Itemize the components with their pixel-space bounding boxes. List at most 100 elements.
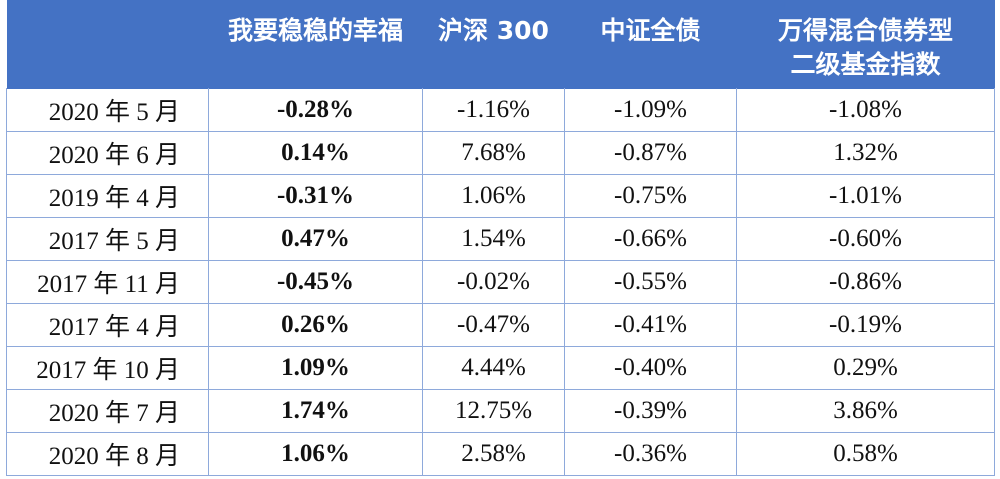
cell-hs300: 1.54% <box>422 217 565 261</box>
table-row: 2017 年 4 月 0.26% -0.47% -0.41% -0.19% <box>6 303 995 347</box>
cell-wind-index-text: -0.19% <box>829 311 902 338</box>
header-cell-wwdxf: 我要稳稳的幸福 <box>208 0 423 89</box>
cell-hs300: -0.47% <box>422 303 565 347</box>
cell-wwdxf: -0.31% <box>208 174 423 218</box>
cell-wind-index: 0.29% <box>736 346 995 390</box>
header-cell-wind-index-line1: 万得混合债券型 <box>777 16 953 45</box>
cell-wind-index-text: -0.60% <box>829 225 902 252</box>
cell-zzqz: -0.75% <box>564 174 737 218</box>
cell-wwdxf-text: 1.06% <box>281 440 350 467</box>
header-cell-hs300: 沪深 300 <box>422 0 565 89</box>
header-row: 我要稳稳的幸福 沪深 300 中证全债 万得混合债券型 二级基金指数 <box>6 0 995 89</box>
cell-zzqz-text: -0.75% <box>614 182 687 209</box>
cell-hs300-text: 12.75% <box>454 397 533 424</box>
cell-hs300: 1.06% <box>422 174 565 218</box>
cell-zzqz-text: -0.36% <box>614 440 687 467</box>
cell-zzqz: -0.36% <box>564 432 737 476</box>
table-row: 2020 年 8 月 1.06% 2.58% -0.36% 0.58% <box>6 432 995 476</box>
cell-zzqz-text: -0.55% <box>614 268 687 295</box>
cell-wwdxf: 0.47% <box>208 217 423 261</box>
cell-zzqz-text: -0.66% <box>614 225 687 252</box>
cell-wind-index: -1.01% <box>736 174 995 218</box>
cell-zzqz: -0.87% <box>564 131 737 175</box>
cell-zzqz: -0.41% <box>564 303 737 347</box>
header-cell-period <box>6 0 209 89</box>
cell-wind-index: -0.19% <box>736 303 995 347</box>
cell-wind-index: 3.86% <box>736 389 995 433</box>
cell-wwdxf-text: 0.47% <box>281 225 350 252</box>
cell-hs300: 2.58% <box>422 432 565 476</box>
header-cell-wind-index-line2: 二级基金指数 <box>790 50 941 79</box>
cell-wind-index: 1.32% <box>736 131 995 175</box>
cell-wind-index-text: 3.86% <box>833 397 898 424</box>
cell-period-text: 2017 年 11 月 <box>37 271 180 298</box>
table-body: 2020 年 5 月 -0.28% -1.16% -1.09% -1.08% 2020 年… <box>6 88 995 476</box>
cell-wind-index: -1.08% <box>736 88 995 132</box>
cell-hs300: 4.44% <box>422 346 565 390</box>
cell-period: 2020 年 7 月 <box>6 389 209 433</box>
table-row: 2019 年 4 月 -0.31% 1.06% -0.75% -1.01% <box>6 174 995 218</box>
cell-wwdxf: -0.45% <box>208 260 423 304</box>
cell-period-text: 2017 年 4 月 <box>48 314 180 341</box>
cell-period: 2020 年 5 月 <box>6 88 209 132</box>
cell-zzqz-text: -0.41% <box>614 311 687 338</box>
cell-wind-index-text: -1.01% <box>829 182 902 209</box>
cell-wind-index-text: -0.86% <box>829 268 902 295</box>
cell-zzqz: -0.55% <box>564 260 737 304</box>
cell-period: 2017 年 11 月 <box>6 260 209 304</box>
cell-hs300-text: -0.47% <box>457 311 530 338</box>
cell-wwdxf-text: 0.14% <box>281 139 350 166</box>
cell-wwdxf-text: -0.31% <box>276 182 355 209</box>
cell-wwdxf: 0.14% <box>208 131 423 175</box>
cell-hs300-text: -1.16% <box>457 96 530 123</box>
cell-period-text: 2017 年 5 月 <box>48 228 180 255</box>
header-cell-wind-index: 万得混合债券型 二级基金指数 <box>736 0 995 89</box>
cell-wind-index: -0.86% <box>736 260 995 304</box>
cell-period: 2017 年 5 月 <box>6 217 209 261</box>
cell-hs300-text: 1.06% <box>461 182 526 209</box>
cell-hs300-text: 7.68% <box>461 139 526 166</box>
cell-wwdxf: 0.26% <box>208 303 423 347</box>
cell-wwdxf-text: -0.45% <box>276 268 355 295</box>
cell-hs300-text: 4.44% <box>461 354 526 381</box>
cell-zzqz: -0.40% <box>564 346 737 390</box>
returns-table: 我要稳稳的幸福 沪深 300 中证全债 万得混合债券型 二级基金指数 2020 … <box>6 0 995 476</box>
cell-period-text: 2020 年 5 月 <box>48 99 180 126</box>
cell-wwdxf-text: 1.09% <box>281 354 350 381</box>
table-row: 2017 年 11 月 -0.45% -0.02% -0.55% -0.86% <box>6 260 995 304</box>
cell-period: 2020 年 8 月 <box>6 432 209 476</box>
cell-wwdxf-text: 1.74% <box>281 397 350 424</box>
cell-period-text: 2020 年 7 月 <box>48 400 180 427</box>
cell-hs300: -0.02% <box>422 260 565 304</box>
cell-wind-index: 0.58% <box>736 432 995 476</box>
cell-wwdxf: 1.09% <box>208 346 423 390</box>
cell-wind-index-text: -1.08% <box>829 96 902 123</box>
cell-period: 2017 年 4 月 <box>6 303 209 347</box>
cell-hs300-text: -0.02% <box>457 268 530 295</box>
cell-period-text: 2017 年 10 月 <box>36 357 180 384</box>
table-row: 2017 年 10 月 1.09% 4.44% -0.40% 0.29% <box>6 346 995 390</box>
table-row: 2020 年 5 月 -0.28% -1.16% -1.09% -1.08% <box>6 88 995 132</box>
cell-period: 2020 年 6 月 <box>6 131 209 175</box>
table-header: 我要稳稳的幸福 沪深 300 中证全债 万得混合债券型 二级基金指数 <box>6 0 995 89</box>
table-row: 2020 年 7 月 1.74% 12.75% -0.39% 3.86% <box>6 389 995 433</box>
cell-hs300: -1.16% <box>422 88 565 132</box>
header-cell-zzqz: 中证全债 <box>564 0 737 89</box>
cell-wwdxf-text: 0.26% <box>281 311 350 338</box>
cell-period-text: 2020 年 6 月 <box>48 142 180 169</box>
cell-wwdxf: 1.06% <box>208 432 423 476</box>
cell-zzqz-text: -0.87% <box>614 139 687 166</box>
cell-wwdxf: -0.28% <box>208 88 423 132</box>
cell-period: 2017 年 10 月 <box>6 346 209 390</box>
cell-wind-index: -0.60% <box>736 217 995 261</box>
cell-hs300-text: 1.54% <box>461 225 526 252</box>
cell-wwdxf: 1.74% <box>208 389 423 433</box>
table-row: 2017 年 5 月 0.47% 1.54% -0.66% -0.60% <box>6 217 995 261</box>
cell-period: 2019 年 4 月 <box>6 174 209 218</box>
cell-zzqz: -1.09% <box>564 88 737 132</box>
cell-period-text: 2019 年 4 月 <box>48 185 180 212</box>
cell-wind-index-text: 1.32% <box>833 139 898 166</box>
cell-zzqz-text: -1.09% <box>614 96 687 123</box>
cell-wwdxf-text: -0.28% <box>276 96 355 123</box>
cell-zzqz: -0.66% <box>564 217 737 261</box>
